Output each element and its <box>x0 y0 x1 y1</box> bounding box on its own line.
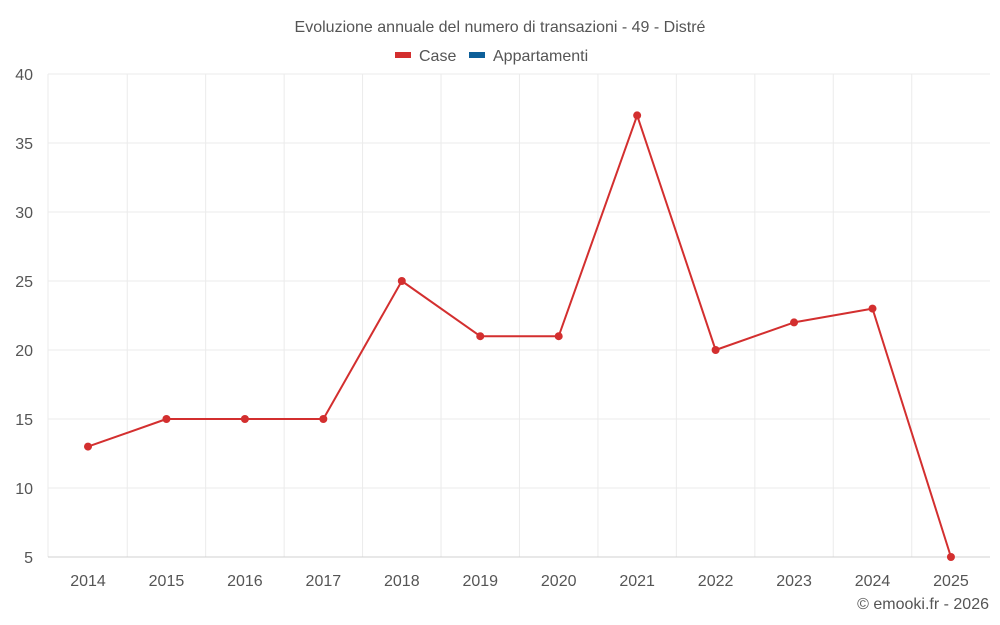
y-tick-label: 30 <box>15 205 33 222</box>
series-line-case <box>87 114 952 558</box>
data-point-case-2016[interactable] <box>240 415 249 423</box>
legend: Case Appartamenti <box>395 48 588 65</box>
data-point-case-2021[interactable] <box>633 111 642 120</box>
y-tick-label: 20 <box>15 343 33 360</box>
chart-title: Evoluzione annuale del numero di transaz… <box>295 19 706 36</box>
series-layer <box>84 111 955 561</box>
x-tick-label: 2025 <box>933 573 969 590</box>
y-tick-label: 5 <box>24 550 33 567</box>
x-tick-label: 2021 <box>619 573 655 590</box>
y-axis-ticks: 5 10 15 20 25 30 35 40 <box>15 67 33 567</box>
y-tick-label: 35 <box>15 136 33 153</box>
y-tick-label: 40 <box>15 67 33 84</box>
y-tick-label: 10 <box>15 481 33 498</box>
data-point-case-2024[interactable] <box>868 304 877 313</box>
data-point-case-2015[interactable] <box>162 415 171 423</box>
x-tick-label: 2016 <box>227 573 263 590</box>
x-tick-label: 2023 <box>776 573 812 590</box>
legend-swatch-appartamenti <box>469 52 485 58</box>
x-tick-label: 2019 <box>462 573 498 590</box>
legend-swatch-case <box>395 52 411 58</box>
legend-label-case: Case <box>419 48 456 65</box>
data-point-case-2014[interactable] <box>84 442 92 451</box>
y-tick-label: 25 <box>15 274 33 291</box>
credit-text: © emooki.fr - 2026 <box>857 596 989 613</box>
legend-label-appartamenti: Appartamenti <box>493 48 588 65</box>
x-tick-label: 2020 <box>541 573 577 590</box>
x-tick-label: 2024 <box>855 573 891 590</box>
data-point-case-2023[interactable] <box>790 318 799 327</box>
data-point-case-2017[interactable] <box>319 415 328 423</box>
x-tick-label: 2022 <box>698 573 734 590</box>
x-tick-label: 2018 <box>384 573 420 590</box>
x-gridlines <box>47 74 913 557</box>
x-tick-label: 2015 <box>149 573 185 590</box>
x-axis-ticks: 2014 2015 2016 2017 2018 2019 2020 2021 2022 2023… <box>70 573 969 590</box>
data-point-case-2022[interactable] <box>711 346 720 354</box>
y-tick-label: 15 <box>15 412 33 429</box>
x-tick-label: 2017 <box>306 573 342 590</box>
data-point-case-2025[interactable] <box>946 553 955 561</box>
data-point-case-2019[interactable] <box>476 332 485 341</box>
legend-item-case[interactable]: Case <box>395 48 456 65</box>
data-point-case-2020[interactable] <box>554 332 563 341</box>
data-point-case-2018[interactable] <box>397 277 406 285</box>
x-tick-label: 2014 <box>70 573 106 590</box>
legend-item-appartamenti[interactable]: Appartamenti <box>469 48 588 65</box>
